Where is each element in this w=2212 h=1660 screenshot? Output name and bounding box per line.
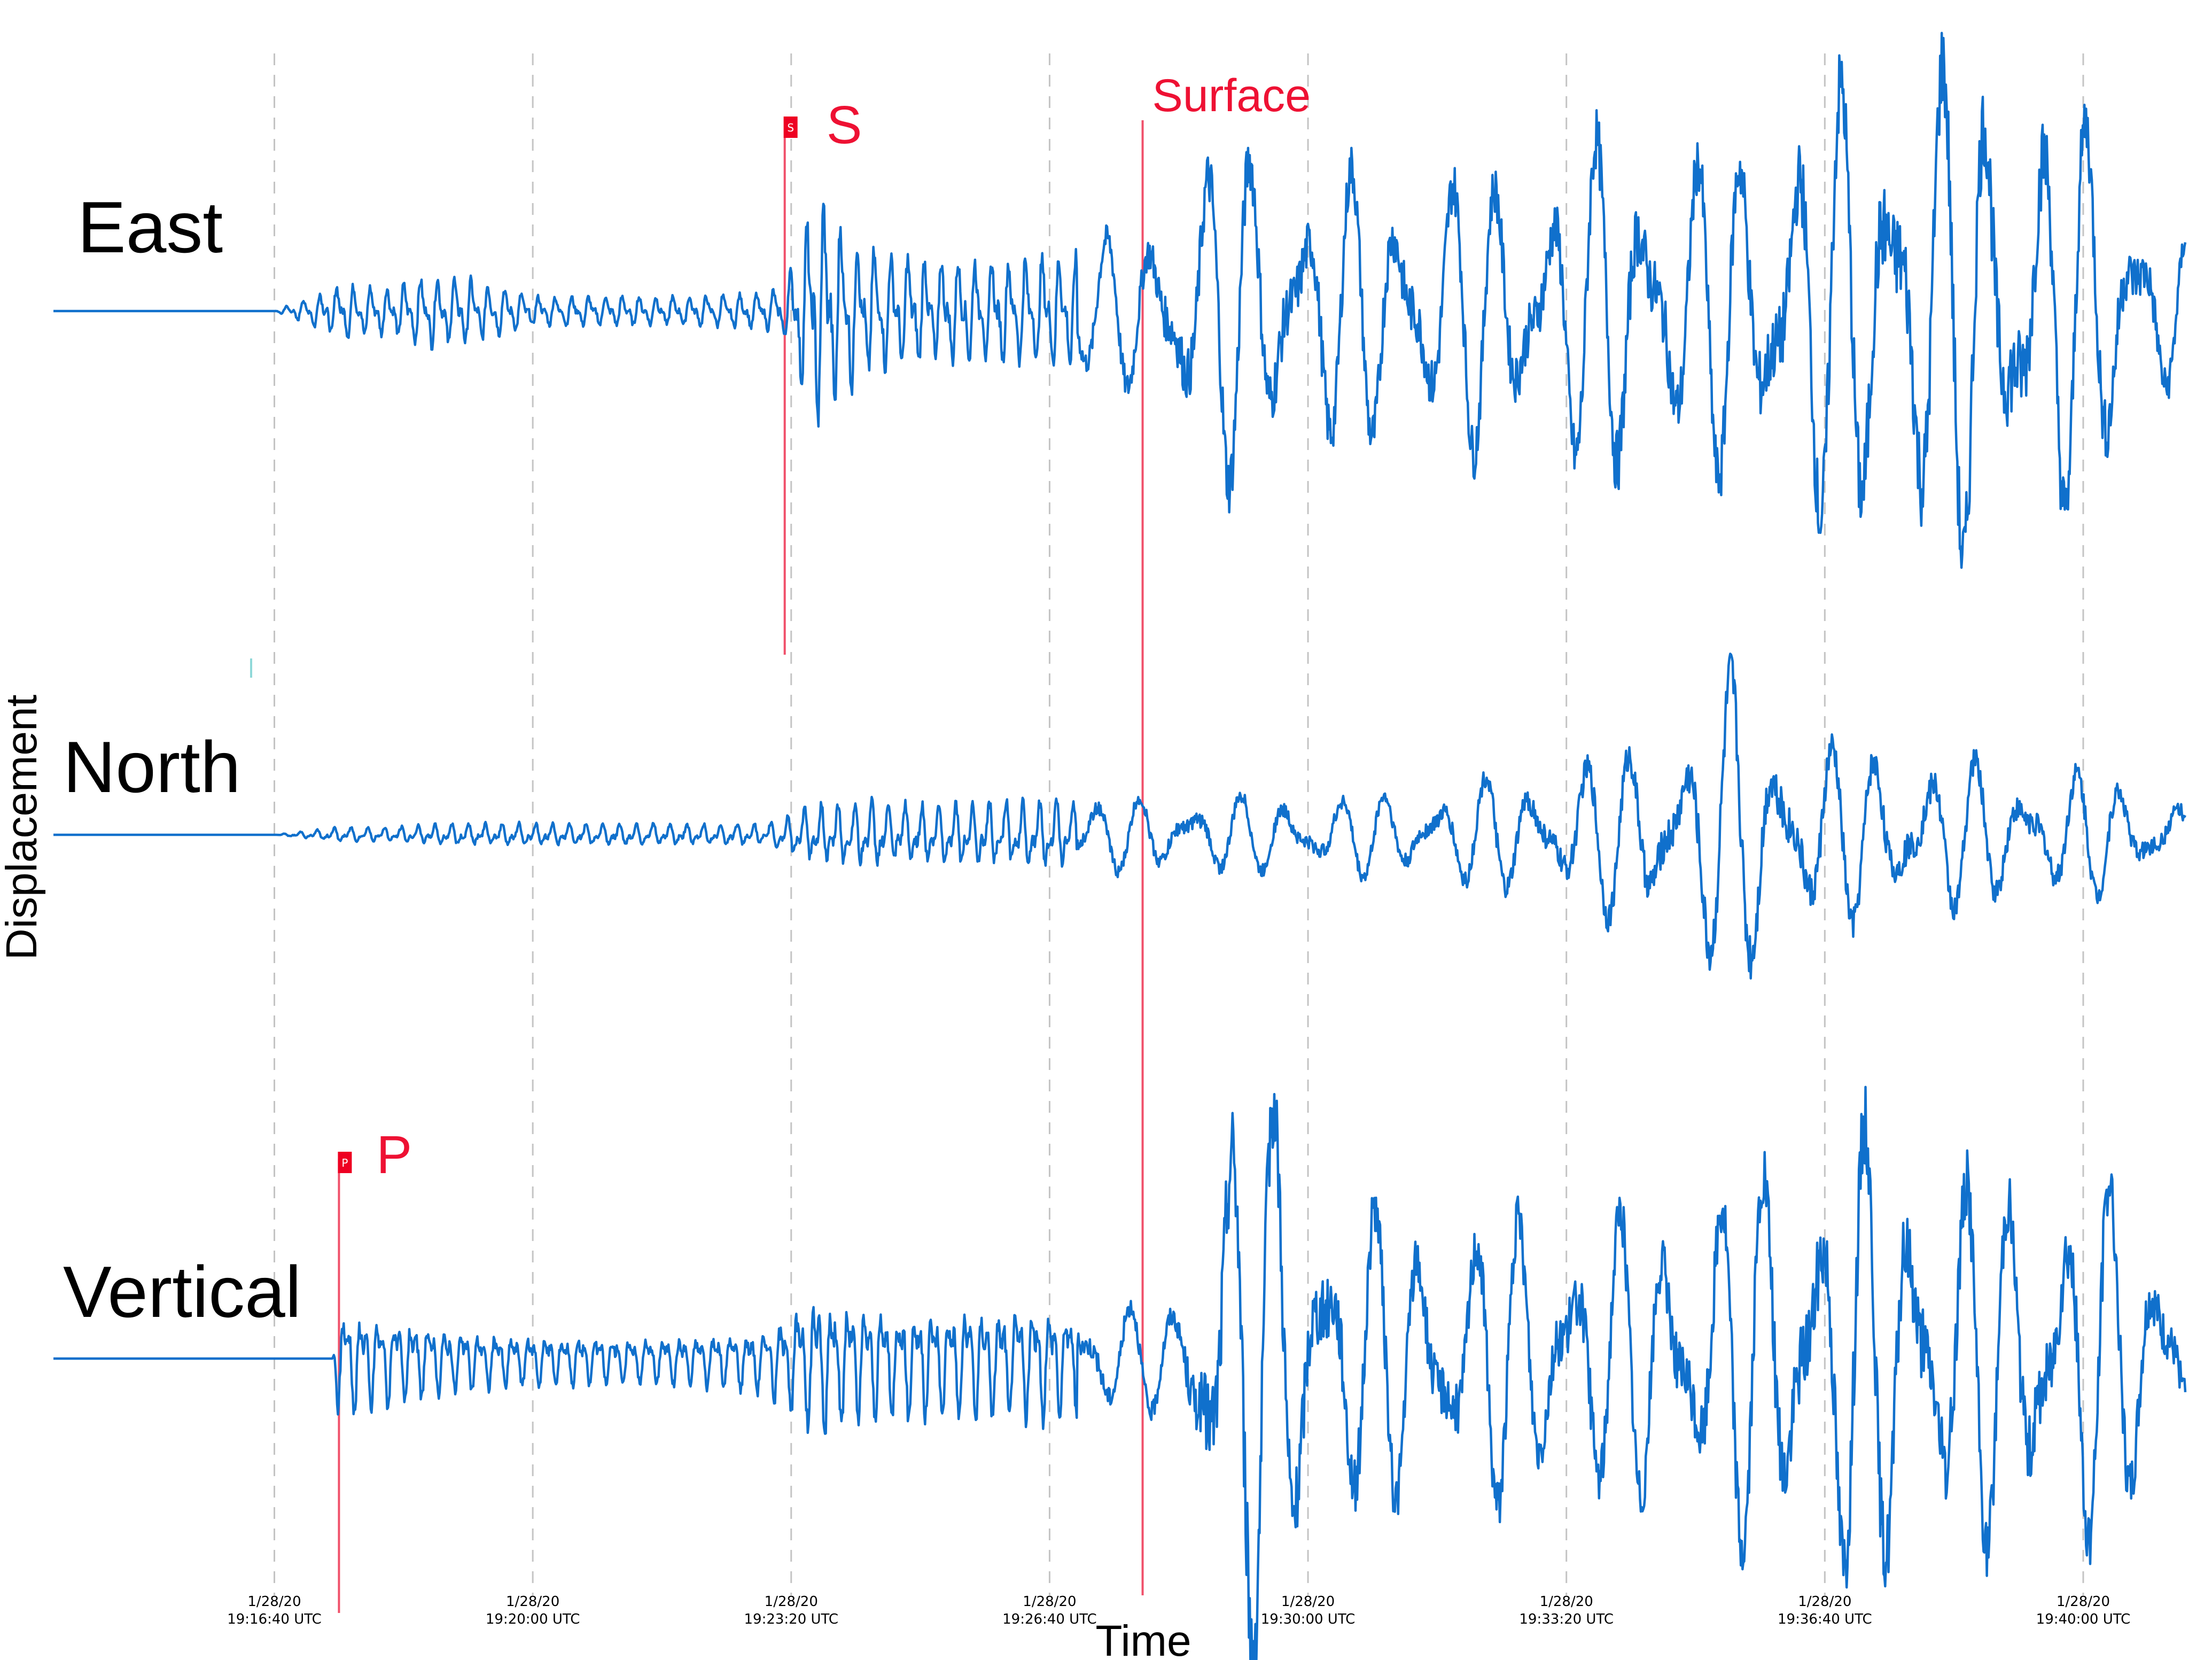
- x-tick-time: 19:33:20 UTC: [1519, 1611, 1614, 1627]
- x-tick-time: 19:23:20 UTC: [744, 1611, 838, 1627]
- x-tick-date: 1/28/20: [506, 1594, 559, 1610]
- x-axis-label: Time: [1095, 1617, 1191, 1660]
- x-tick-time: 19:36:40 UTC: [1778, 1611, 1872, 1627]
- x-tick-time: 19:16:40 UTC: [227, 1611, 322, 1627]
- x-tick-date: 1/28/20: [1540, 1594, 1593, 1610]
- waveform-traces: [53, 32, 2187, 1660]
- x-tick-date: 1/28/20: [1798, 1594, 1851, 1610]
- x-tick-time: 19:30:00 UTC: [1261, 1611, 1356, 1627]
- phase-label-surface: Surface: [1152, 70, 1311, 121]
- phase-arrival-markers: P P S S Surface: [338, 70, 1311, 1613]
- phase-label-s: S: [827, 95, 862, 155]
- x-tick-time: 19:40:00 UTC: [2036, 1611, 2131, 1627]
- phase-flag-p: [338, 1152, 352, 1173]
- trace-east: [53, 32, 2187, 569]
- channel-label-vertical: Vertical: [63, 1251, 301, 1332]
- x-tick-date: 1/28/20: [1023, 1594, 1076, 1610]
- x-tick-date: 1/28/20: [2057, 1594, 2110, 1610]
- x-tick-date: 1/28/20: [247, 1594, 301, 1610]
- phase-flag-letter: P: [341, 1157, 348, 1169]
- x-tick-time: 19:20:00 UTC: [486, 1611, 580, 1627]
- phase-flag-s: [783, 117, 798, 138]
- channel-labels: East North Vertical: [63, 187, 301, 1332]
- channel-label-east: East: [77, 187, 223, 268]
- phase-label-p: P: [376, 1125, 412, 1185]
- phase-flag-letter: S: [787, 121, 794, 134]
- trace-vertical: [53, 1085, 2187, 1660]
- x-tick-time: 19:26:40 UTC: [1002, 1611, 1097, 1627]
- x-tick-date: 1/28/20: [1281, 1594, 1335, 1610]
- trace-north: [53, 653, 2186, 980]
- y-axis-label: Displacement: [0, 694, 46, 960]
- channel-label-north: North: [63, 726, 241, 808]
- tick-marker: [250, 658, 252, 678]
- x-tick-date: 1/28/20: [765, 1594, 818, 1610]
